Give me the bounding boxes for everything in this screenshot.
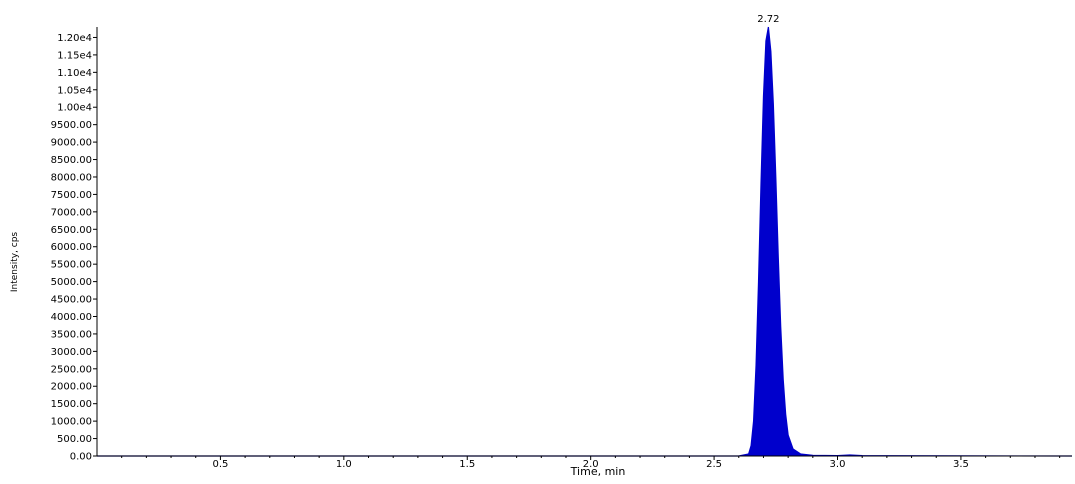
y-tick-label: 8500.00 [51,155,92,166]
annotations: 2.72 [757,14,779,25]
axes [96,27,1072,457]
y-tick-label: 1.10e4 [57,68,92,79]
y-tick-label: 4000.00 [51,312,92,323]
y-axis-ticks: 0.00 500.00 1000.00 1500.00 2000.00 2500.00 30… [51,33,97,463]
y-tick-label: 0.00 [70,452,92,463]
x-axis-label: Time, min [570,465,626,478]
y-tick-label: 2000.00 [51,382,92,393]
y-tick-label: 1.15e4 [57,50,92,61]
y-tick-label: 5500.00 [51,260,92,271]
y-tick-label: 2500.00 [51,364,92,375]
y-tick-label: 1.20e4 [57,33,92,44]
x-tick-label: 3.0 [830,459,846,470]
y-axis-label: Intensity, cps [10,232,20,293]
y-tick-label: 8000.00 [51,172,92,183]
x-tick-label: 1.5 [459,459,475,470]
y-tick-label: 1.00e4 [57,103,92,114]
y-tick-label: 6500.00 [51,225,92,236]
x-tick-label: 2.0 [583,459,599,470]
y-tick-label: 9000.00 [51,138,92,149]
x-tick-label: 0.5 [212,459,228,470]
y-tick-label: 7500.00 [51,190,92,201]
plot-area [97,26,1073,457]
peak-area [97,27,1072,456]
x-tick-label: 1.0 [336,459,352,470]
x-axis-ticks: 0.5 1.0 1.5 2.0 2.5 3.0 3.5 [121,456,1061,470]
y-tick-label: 1500.00 [51,399,92,410]
y-tick-label: 3000.00 [51,347,92,358]
y-tick-label: 1000.00 [51,417,92,428]
y-tick-label: 4500.00 [51,295,92,306]
y-tick-label: 5000.00 [51,277,92,288]
x-tick-label: 2.5 [706,459,722,470]
series-line [97,26,1073,457]
y-tick-label: 7000.00 [51,207,92,218]
y-tick-label: 6000.00 [51,242,92,253]
y-tick-label: 3500.00 [51,329,92,340]
x-tick-label: 3.5 [953,459,969,470]
y-tick-label: 9500.00 [51,120,92,131]
peak-label: 2.72 [757,14,779,25]
y-tick-label: 500.00 [57,434,92,445]
y-tick-label: 1.05e4 [57,85,92,96]
